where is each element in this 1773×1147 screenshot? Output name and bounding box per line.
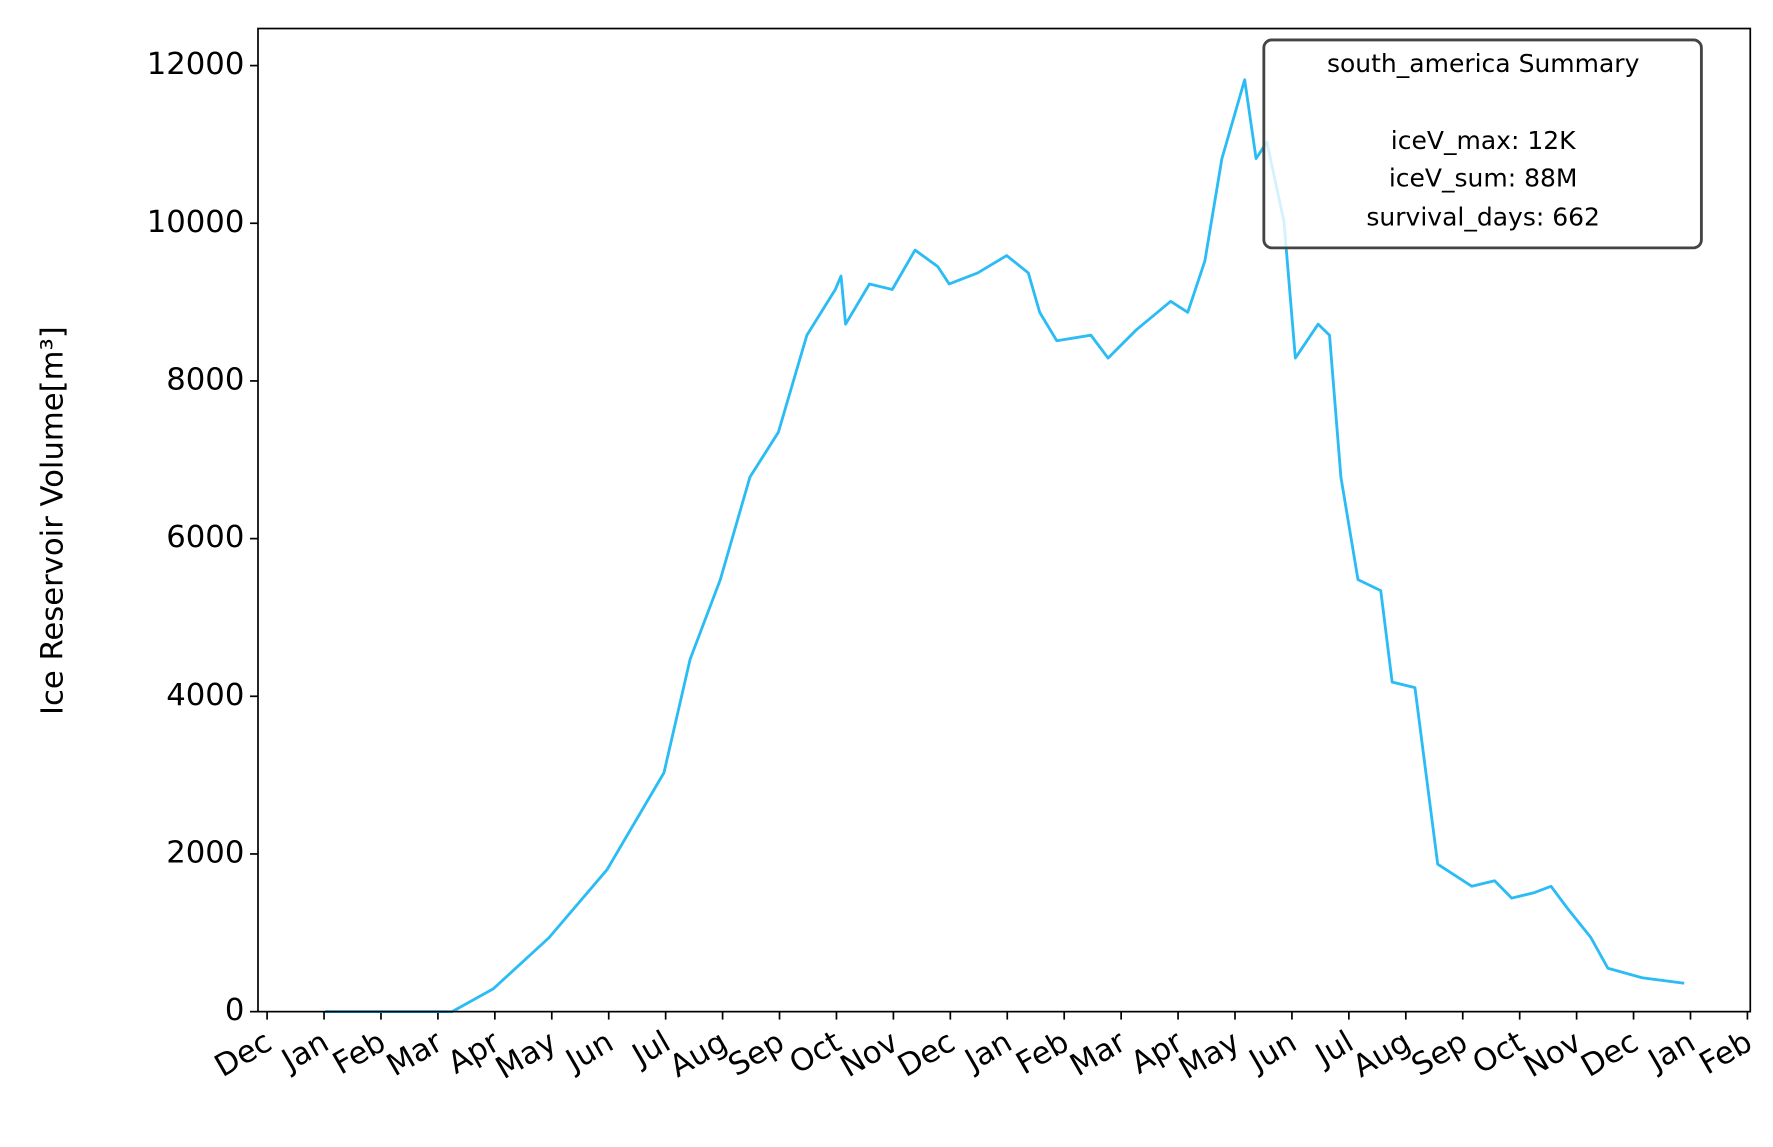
annotation-box — [1262, 38, 1703, 250]
annotation-line: iceV_sum: 88M — [1389, 164, 1578, 193]
y-axis-label: Ice Reservoir Volume[m³] — [36, 326, 71, 715]
plot-frame — [257, 27, 1752, 1013]
data-line — [325, 78, 1685, 1014]
y-tick-label: 0 — [225, 993, 245, 1028]
y-tick-label: 4000 — [166, 678, 244, 713]
y-tick-label: 6000 — [166, 520, 244, 555]
y-tick-label: 10000 — [147, 205, 245, 240]
annotation-line: south_america Summary — [1327, 49, 1640, 78]
annotation-line: iceV_max: 12K — [1391, 126, 1576, 155]
y-tick-label: 2000 — [166, 835, 244, 870]
y-tick-label: 12000 — [147, 47, 245, 82]
y-tick-label: 8000 — [166, 362, 244, 397]
annotation-line: survival_days: 662 — [1366, 202, 1600, 231]
